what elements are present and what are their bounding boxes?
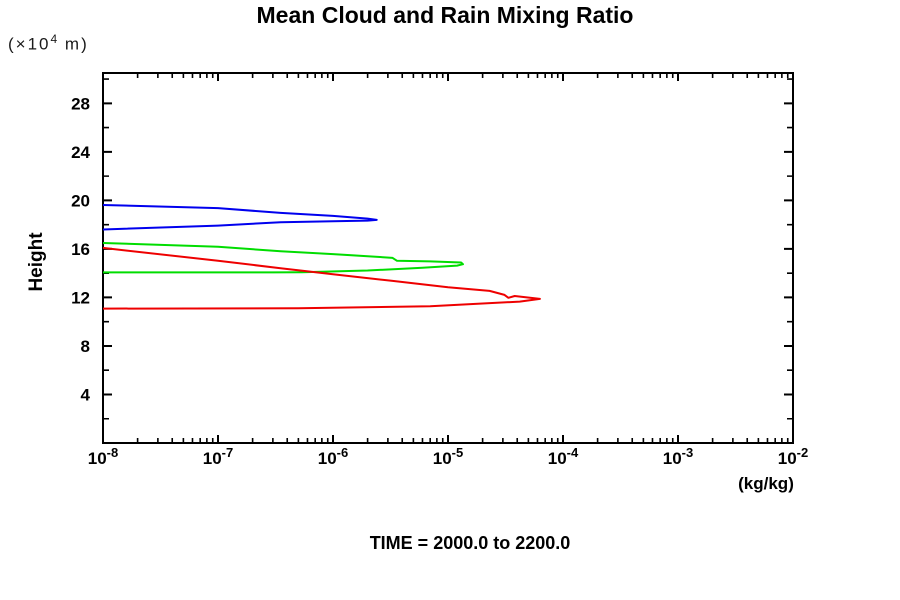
y-axis-unit-label: (×104 m) bbox=[8, 32, 89, 55]
y-unit-exponent: 4 bbox=[50, 32, 59, 46]
y-tick-label: 4 bbox=[81, 385, 91, 404]
y-tick-label: 28 bbox=[71, 94, 90, 113]
x-tick-label: 10-5 bbox=[433, 445, 463, 468]
major-ticks bbox=[102, 73, 794, 443]
x-tick-label: 10-7 bbox=[203, 445, 233, 468]
y-tick-label: 8 bbox=[81, 337, 90, 356]
blue-curve bbox=[102, 204, 378, 231]
y-tick-label: 20 bbox=[71, 191, 90, 210]
minor-ticks bbox=[103, 73, 793, 443]
y-tick-label: 12 bbox=[71, 288, 90, 307]
plot-frame bbox=[102, 72, 794, 444]
red-curve bbox=[102, 246, 541, 310]
x-tick-label: 10-8 bbox=[88, 445, 118, 468]
y-unit-suffix: m) bbox=[58, 34, 89, 54]
time-annotation: TIME = 2000.0 to 2200.0 bbox=[369, 533, 571, 553]
y-tick-label: 24 bbox=[71, 143, 90, 162]
x-tick-label: 10-3 bbox=[663, 445, 693, 468]
chart-title: Mean Cloud and Rain Mixing Ratio bbox=[256, 2, 634, 28]
green-curve bbox=[102, 242, 464, 274]
x-tick-label: 10-4 bbox=[548, 445, 579, 468]
y-tick-label: 16 bbox=[71, 240, 90, 259]
x-tick-label: 10-2 bbox=[778, 445, 808, 468]
x-axis-unit-label: (kg/kg) bbox=[738, 474, 794, 493]
y-unit-prefix: (×10 bbox=[8, 34, 51, 54]
x-tick-label: 10-6 bbox=[318, 445, 348, 468]
